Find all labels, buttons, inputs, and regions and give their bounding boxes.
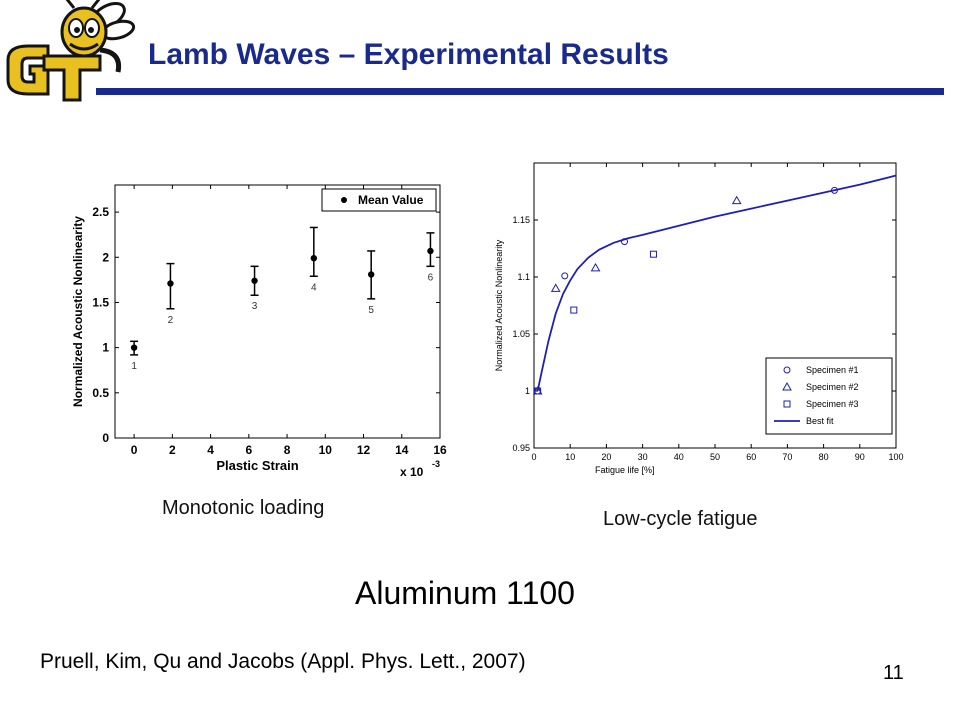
- data-point-label: 1: [131, 361, 137, 372]
- x-tick-label: 6: [245, 443, 252, 457]
- y-tick-label: 2: [102, 250, 109, 264]
- y-tick-label: 0.95: [512, 443, 530, 453]
- y-tick-label: 2.5: [92, 205, 109, 219]
- legend-label-mean-value: Mean Value: [358, 193, 424, 207]
- data-point-circle: [621, 238, 628, 246]
- y-tick-label: 1.05: [512, 329, 530, 339]
- title-rule: [96, 88, 944, 95]
- georgia-tech-logo: GT: [0, 0, 140, 108]
- data-point-circle: [830, 186, 838, 194]
- data-point-triangle: [550, 283, 561, 292]
- x-tick-label: 40: [674, 452, 684, 462]
- x-axis-multiplier: x 10: [400, 465, 424, 479]
- legend-label: Specimen #1: [806, 365, 859, 375]
- y-tick-label: 1.15: [512, 215, 530, 225]
- x-tick-label: 30: [638, 452, 648, 462]
- x-axis-label: Plastic Strain: [216, 458, 298, 473]
- plot-frame: [114, 184, 441, 439]
- x-tick-label: 70: [782, 452, 792, 462]
- x-tick-label: 100: [888, 452, 903, 462]
- fatigue-chart: 0 10 20 30 40 50 60 70 80 90 100 0.95 1 1.05 1.1 1.15 Fa…: [490, 155, 910, 475]
- data-point-mean: [130, 344, 138, 351]
- data-point-label: 4: [311, 282, 317, 293]
- data-point-label: 2: [168, 315, 174, 326]
- data-point-label: 6: [428, 272, 434, 283]
- y-axis-label: Normalized Acoustic Nonlinearity: [494, 239, 504, 371]
- x-tick-label: 8: [284, 443, 291, 457]
- data-point-triangle: [590, 262, 601, 272]
- slide-title: Lamb Waves – Experimental Results: [148, 38, 669, 71]
- best-fit-line: [536, 174, 897, 392]
- legend-marker-triangle: [782, 381, 792, 391]
- x-tick-label: 50: [710, 452, 720, 462]
- page-number: 11: [883, 662, 904, 684]
- data-point-mean: [310, 254, 318, 262]
- x-tick-label: 14: [395, 443, 409, 457]
- x-tick-label: 90: [855, 452, 865, 462]
- data-point-square: [570, 306, 578, 314]
- legend-marker-square: [783, 400, 791, 408]
- x-tick-label: 12: [357, 443, 371, 457]
- x-tick-label: 0: [131, 443, 138, 457]
- legend-marker-mean-value: [341, 197, 347, 203]
- x-tick-label: 2: [169, 443, 176, 457]
- legend-label: Best fit: [806, 416, 834, 426]
- x-axis-label: Fatigue life [%]: [595, 465, 655, 475]
- data-point-circle: [561, 272, 569, 280]
- data-point-mean: [251, 277, 258, 284]
- data-point-label: 5: [368, 305, 374, 316]
- citation: Pruell, Kim, Qu and Jacobs (Appl. Phys. …: [40, 650, 526, 673]
- caption-low-cycle-fatigue: Low-cycle fatigue: [603, 508, 758, 530]
- caption-monotonic-loading: Monotonic loading: [162, 497, 325, 519]
- x-tick-label: 10: [319, 443, 333, 457]
- legend-label: Specimen #2: [806, 382, 859, 392]
- legend-label: Specimen #3: [806, 399, 859, 409]
- x-tick-label: 4: [207, 443, 214, 457]
- data-point-mean: [367, 271, 375, 278]
- x-tick-label: 10: [565, 452, 575, 462]
- legend-box: [321, 188, 437, 212]
- x-tick-label: 20: [601, 452, 611, 462]
- data-point-mean: [167, 280, 174, 287]
- y-tick-label: 1: [525, 386, 530, 396]
- data-point-label: 3: [252, 301, 258, 312]
- y-tick-label: 1.1: [517, 272, 530, 282]
- material-label: Aluminum 1100: [355, 575, 575, 611]
- y-axis-label: Normalized Acoustic Nonlinearity: [71, 216, 85, 407]
- data-point-square: [649, 250, 657, 258]
- x-tick-label: 80: [819, 452, 829, 462]
- data-point-triangle: [731, 195, 742, 205]
- x-tick-label: 16: [433, 443, 447, 457]
- y-tick-label: 0: [102, 431, 109, 445]
- data-point-square: [534, 387, 542, 395]
- y-tick-label: 1: [102, 341, 109, 355]
- y-tick-label: 0.5: [92, 386, 109, 400]
- x-tick-label: 0: [531, 452, 536, 462]
- x-axis-multiplier-exponent: -3: [432, 459, 440, 469]
- y-tick-label: 1.5: [92, 295, 109, 309]
- x-tick-label: 60: [746, 452, 756, 462]
- legend-marker-circle: [783, 366, 791, 374]
- logo-text: GT: [0, 0, 2, 1]
- data-point-mean: [427, 247, 434, 255]
- chart-right-svg: 0 10 20 30 40 50 60 70 80 90 100 0.95 1 1.05 1.1 1.15 Fa…: [494, 162, 904, 475]
- monotonic-loading-chart: 0 2 4 6 8 10 12 14 16 0 0.5 1 1.5 2 2.5 Plastic Strain x…: [60, 175, 450, 490]
